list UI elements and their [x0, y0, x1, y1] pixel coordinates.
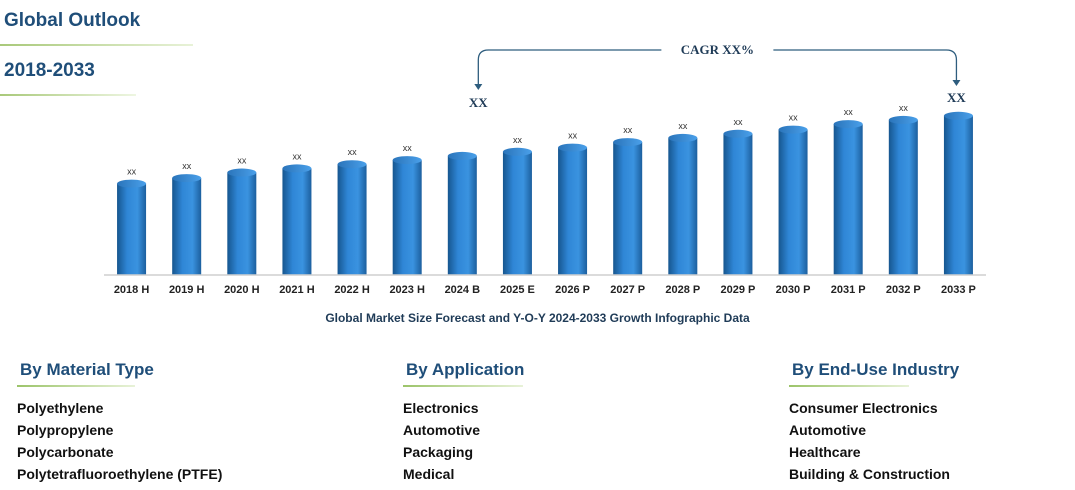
segment-item: Automotive: [403, 422, 480, 438]
segment-item: Consumer Electronics: [789, 400, 938, 416]
segment-item: Medical: [403, 466, 455, 482]
bar-2021-h: xx: [282, 151, 312, 275]
chart-caption: Global Market Size Forecast and Y-O-Y 20…: [325, 311, 750, 325]
segment-underline: [789, 385, 909, 387]
segment-item: Polyethylene: [17, 400, 104, 416]
bar-data-label: xx: [568, 131, 578, 141]
segment-end-use-industry: By End-Use Industry Consumer Electronics…: [789, 360, 959, 485]
bar-2020-h: xx: [227, 156, 257, 275]
bar-2032-p: xx: [888, 103, 918, 275]
segment-list: Polyethylene Polypropylene Polycarbonate…: [17, 397, 222, 485]
cagr-arrow-end-icon: [952, 80, 961, 86]
bar-2025-e: xx: [502, 135, 532, 275]
segment-list: Electronics Automotive Packaging Medical: [403, 397, 524, 485]
segment-item: Packaging: [403, 444, 474, 460]
segment-material-type: By Material Type Polyethylene Polypropyl…: [17, 360, 222, 485]
x-tick-label: 2031 P: [831, 284, 866, 296]
x-tick-label: 2019 H: [169, 284, 205, 296]
bar-data-label: xx: [237, 156, 247, 166]
bar-2019-h: xx: [172, 161, 202, 275]
x-tick-label: 2023 H: [389, 284, 425, 296]
bar-data-label: xx: [899, 103, 909, 113]
period-underline: [0, 94, 136, 96]
x-tick-label: 2024 B: [445, 284, 481, 296]
x-tick-label: 2029 P: [721, 284, 756, 296]
bar-2031-p: xx: [833, 107, 863, 275]
x-tick-label: 2021 H: [279, 284, 315, 296]
bar-2033-p: [943, 111, 973, 276]
bar-data-label: xx: [292, 151, 302, 161]
x-tick-label: 2030 P: [776, 284, 811, 296]
cagr-arrow-start-icon: [474, 84, 483, 90]
segment-list: Consumer Electronics Automotive Healthca…: [789, 397, 959, 485]
segment-application: By Application Electronics Automotive Pa…: [403, 360, 524, 485]
bar-data-label: xx: [182, 161, 192, 171]
segment-underline: [17, 385, 135, 387]
segment-item: Polypropylene: [17, 422, 114, 438]
segment-title: By End-Use Industry: [792, 360, 960, 379]
x-tick-label: 2032 P: [886, 284, 921, 296]
bar-2023-h: xx: [392, 143, 422, 275]
x-tick-label: 2022 H: [334, 284, 370, 296]
bar-2029-p: xx: [723, 117, 753, 275]
period-title: 2018-2033: [4, 60, 95, 81]
segment-item: Automotive: [789, 422, 866, 438]
bar-data-label: xx: [789, 113, 799, 123]
bar-2026-p: xx: [558, 131, 588, 275]
x-tick-label: 2020 H: [224, 284, 260, 296]
cagr-end-value: XX: [947, 90, 966, 105]
segment-item: Polycarbonate: [17, 444, 114, 460]
bar-2024-b: [447, 151, 477, 275]
segment-title: By Material Type: [20, 360, 154, 379]
market-size-chart: xx xx xx xx xx xx xx xx xx xx xx xx xx xx CAGR XX% XX X…: [104, 42, 986, 296]
bar-data-label: xx: [844, 107, 854, 117]
cagr-label: CAGR XX%: [681, 42, 754, 57]
segment-item: Building & Construction: [789, 466, 950, 482]
segment-item: Healthcare: [789, 444, 861, 460]
x-tick-label: 2033 P: [941, 284, 976, 296]
x-tick-label: 2018 H: [114, 284, 150, 296]
page-title: Global Outlook: [4, 10, 141, 31]
cagr-start-value: XX: [469, 95, 488, 110]
bar-data-label: xx: [348, 147, 358, 157]
bar-2030-p: xx: [778, 113, 808, 275]
cagr-bracket-right: [773, 49, 958, 80]
bar-2027-p: xx: [613, 125, 643, 275]
segment-item: Polytetrafluoroethylene (PTFE): [17, 466, 223, 482]
bar-2028-p: xx: [668, 121, 698, 275]
bar-2018-h: xx: [117, 167, 147, 275]
segment-item: Electronics: [403, 400, 479, 416]
bar-data-label: xx: [127, 167, 137, 177]
title-underline: [0, 44, 193, 46]
x-tick-label: 2025 E: [500, 284, 535, 296]
segment-title: By Application: [406, 360, 525, 379]
x-tick-label: 2027 P: [610, 284, 645, 296]
segment-underline: [403, 385, 523, 387]
bar-data-label: xx: [623, 125, 633, 135]
x-tick-label: 2028 P: [665, 284, 700, 296]
bar-data-label: xx: [733, 117, 743, 127]
x-tick-label: 2026 P: [555, 284, 590, 296]
bar-data-label: xx: [403, 143, 413, 153]
bar-data-label: xx: [678, 121, 688, 131]
bar-2022-h: xx: [337, 147, 367, 275]
bar-data-label: xx: [513, 135, 523, 145]
cagr-bracket-left: [477, 49, 662, 84]
